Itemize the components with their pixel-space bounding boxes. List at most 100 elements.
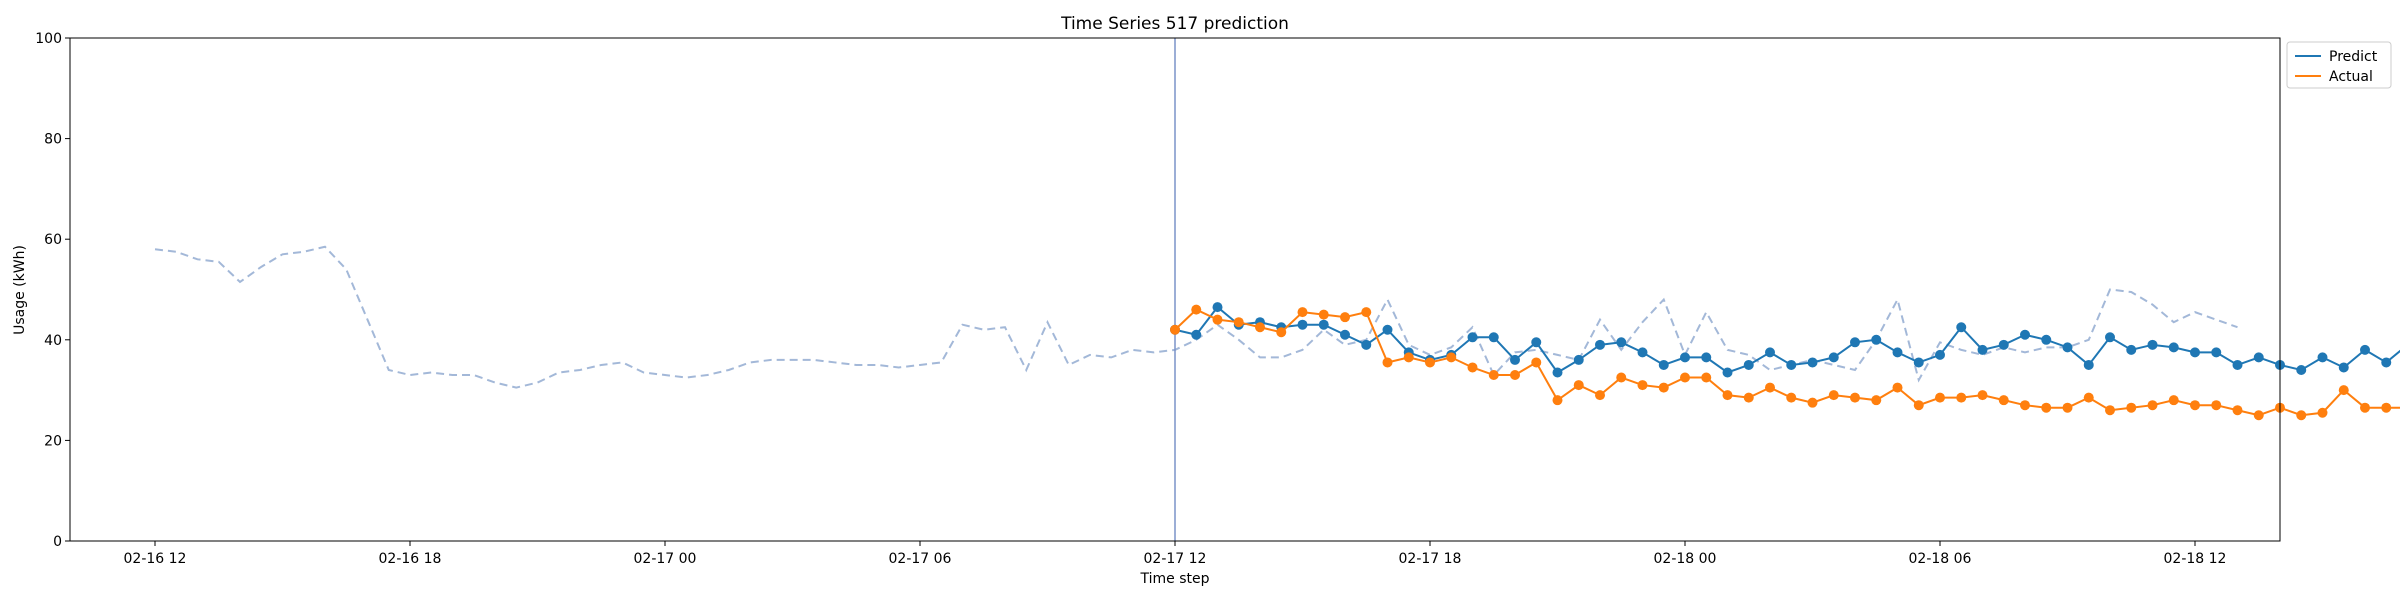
actual-point	[2083, 392, 2094, 403]
legend: Predict Actual	[2286, 41, 2392, 89]
predict-point	[1467, 332, 1478, 343]
actual-point	[1510, 370, 1520, 381]
x-axis-title: Time step	[1140, 571, 1210, 587]
actual-point	[2105, 405, 2115, 416]
plot-area	[154, 38, 2400, 541]
x-tick-label: 02-17 18	[1399, 551, 1462, 567]
predict-point	[2190, 347, 2200, 358]
y-tick-label: 20	[44, 433, 62, 449]
actual-point	[1977, 390, 1988, 401]
chart-title: Time Series 517 prediction	[1060, 14, 1289, 34]
predict-point	[2317, 352, 2328, 363]
predict-point	[1510, 354, 1520, 365]
predict-point	[2062, 342, 2073, 353]
legend-label-actual: Actual	[2329, 69, 2373, 85]
predict-point	[2020, 329, 2030, 340]
actual-point	[1637, 380, 1648, 391]
actual-point	[1765, 382, 1775, 393]
actual-point	[1467, 362, 1478, 373]
predict-point	[2041, 334, 2052, 345]
predict-point	[1722, 367, 1733, 378]
predict-point	[2126, 344, 2137, 355]
actual-point	[1318, 309, 1329, 320]
actual-point	[1446, 352, 1457, 363]
predict-point	[2105, 332, 2115, 343]
predict-point	[1998, 339, 2009, 350]
actual-point	[1170, 324, 1180, 335]
x-tick-label: 02-16 12	[124, 551, 187, 567]
y-tick-label: 100	[35, 31, 62, 47]
predict-point	[1637, 347, 1648, 358]
actual-point	[2062, 402, 2073, 413]
predict-point	[1658, 359, 1669, 370]
actual-point	[1573, 380, 1584, 391]
actual-point	[2126, 402, 2137, 413]
actual-point	[2041, 402, 2052, 413]
actual-point	[1276, 327, 1287, 338]
y-axis-title: Usage (kWh)	[12, 245, 28, 335]
actual-point	[1722, 390, 1733, 401]
actual-point	[1488, 370, 1499, 381]
predict-point	[2360, 344, 2370, 355]
predict-point	[1807, 357, 1818, 368]
predict-point	[1743, 359, 1754, 370]
predict-point	[2083, 359, 2094, 370]
x-tick-label: 02-18 12	[2164, 551, 2227, 567]
predict-point	[1956, 322, 1967, 333]
x-tick-label: 02-16 18	[379, 551, 442, 567]
y-tick-label: 40	[44, 333, 62, 349]
actual-point	[2296, 410, 2307, 421]
actual-point	[1828, 390, 1839, 401]
actual-point	[2020, 400, 2030, 411]
predict-point	[1531, 337, 1542, 348]
predict-point	[1935, 349, 1945, 360]
predict-point	[1850, 337, 1860, 348]
predict-point	[1977, 344, 1988, 355]
predict-point	[1765, 347, 1775, 358]
actual-point	[1913, 400, 1924, 411]
predict-point	[1871, 334, 1882, 345]
y-tick-label: 0	[53, 534, 62, 550]
predict-point	[2253, 352, 2264, 363]
predict-point	[1892, 347, 1903, 358]
x-tick-label: 02-17 12	[1144, 551, 1207, 567]
actual-point	[1361, 307, 1372, 318]
actual-point	[1212, 314, 1223, 325]
legend-label-predict: Predict	[2329, 49, 2378, 65]
x-tick-label: 02-17 00	[634, 551, 697, 567]
actual-point	[1382, 357, 1393, 368]
actual-point	[1595, 390, 1605, 401]
actual-point	[1425, 357, 1435, 368]
predict-point	[1318, 319, 1329, 330]
predict-point	[2147, 339, 2158, 350]
actual-point	[1871, 395, 1882, 406]
predict-point	[2168, 342, 2179, 353]
predict-point	[1488, 332, 1499, 343]
actual-point	[2190, 400, 2200, 411]
predict-point	[1212, 302, 1223, 313]
predict-point	[1595, 339, 1605, 350]
predict-point	[1382, 324, 1393, 335]
predict-point	[1913, 357, 1924, 368]
actual-point	[1807, 397, 1818, 408]
y-tick-label: 80	[44, 132, 62, 148]
actual-point	[1616, 372, 1627, 383]
predict-point	[1616, 337, 1627, 348]
predict-point	[2381, 357, 2392, 368]
actual-point	[1191, 304, 1202, 315]
y-tick-label: 60	[44, 232, 62, 248]
actual-point	[1935, 392, 1945, 403]
actual-point	[1743, 392, 1754, 403]
predict-point	[1573, 354, 1584, 365]
actual-point	[1998, 395, 2009, 406]
actual-point	[2360, 402, 2370, 413]
actual-point	[2168, 395, 2179, 406]
actual-point	[1786, 392, 1797, 403]
x-tick-label: 02-17 06	[889, 551, 952, 567]
actual-series	[1170, 304, 2400, 421]
actual-point	[2232, 405, 2243, 416]
predict-point	[2338, 362, 2349, 373]
predict-point	[1828, 352, 1839, 363]
predict-point	[2211, 347, 2222, 358]
